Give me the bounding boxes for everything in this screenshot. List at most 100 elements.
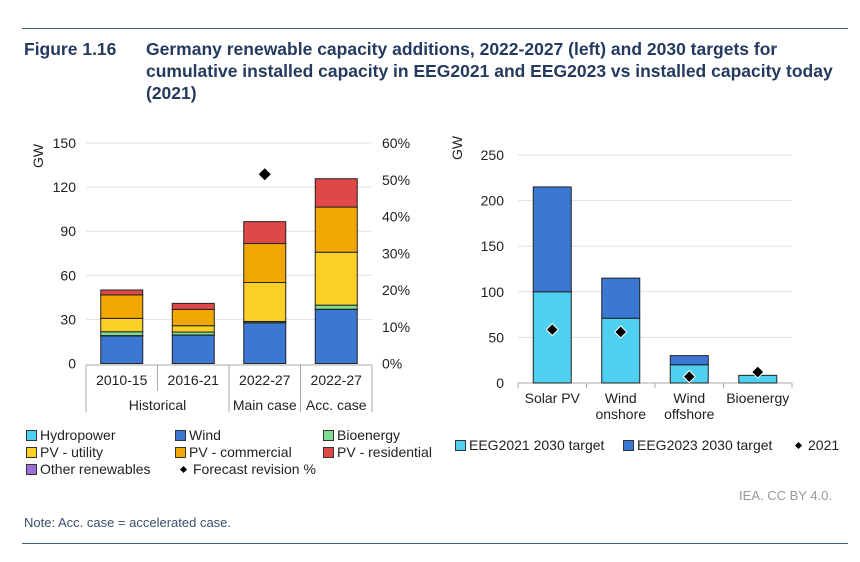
legend-item: EEG2021 2030 target <box>455 437 604 453</box>
legend-label: EEG2021 2030 target <box>469 437 605 453</box>
legend-swatch-icon <box>175 429 186 441</box>
x-tick-label: 2022-27 <box>239 372 291 388</box>
bottom-rule <box>22 543 848 544</box>
y-tick-label: 250 <box>481 147 505 163</box>
x-tick-label: 2010-15 <box>96 372 148 388</box>
figure-title-text: Germany renewable capacity additions, 20… <box>146 39 833 103</box>
legend-label: Forecast revision % <box>193 461 316 477</box>
marker-2021 <box>682 369 696 384</box>
legend-swatch-icon <box>175 446 186 458</box>
legend-item: Forecast revision % <box>175 461 316 477</box>
legend-item: PV - commercial <box>175 444 292 460</box>
bar-segment <box>314 251 358 306</box>
y-axis-label: GW <box>449 135 465 160</box>
y2-tick-label: 0% <box>382 356 402 372</box>
y2-tick-label: 30% <box>382 245 410 261</box>
x-tick-label: offshore <box>664 406 715 420</box>
bar-segment <box>171 325 215 333</box>
bar-segment <box>100 294 144 319</box>
legend-swatch-icon <box>26 463 37 475</box>
x-tick-label: Wind <box>605 390 637 406</box>
marker-2021 <box>751 365 765 379</box>
left-chart: 0 30 60 90 120 150 0% 10% 20% 30% 40% 50% 60% GW 2010-… <box>30 135 410 413</box>
x-tick-label: Wind <box>673 390 705 406</box>
x-tick-label: 2022-27 <box>311 372 363 388</box>
credit: IEA. CC BY 4.0. <box>739 488 832 503</box>
bar-segment <box>314 304 358 310</box>
legend-label: PV - utility <box>40 444 104 460</box>
y-tick-label: 150 <box>53 135 77 151</box>
figure-number: Figure 1.16 <box>24 39 117 59</box>
legend-item: Hydropower <box>26 427 115 443</box>
y-tick-label: 0 <box>496 375 504 391</box>
legend-label: Other renewables <box>40 461 151 477</box>
legend-swatch-icon <box>26 446 37 458</box>
legend-label: PV - residential <box>337 444 432 460</box>
legend-item: 2021 <box>790 437 839 453</box>
legend-item: Other renewables <box>26 461 151 477</box>
bar-segment <box>100 289 144 296</box>
legend-diamond-icon <box>179 465 188 473</box>
note: Note: Acc. case = accelerated case. <box>24 515 232 530</box>
marker-2021 <box>545 322 559 337</box>
legend-label: Wind <box>189 427 221 443</box>
top-rule <box>22 28 848 29</box>
y-tick-label: 120 <box>53 179 77 195</box>
bar-segment <box>243 322 287 365</box>
x-group-label: Acc. case <box>306 397 367 413</box>
y2-tick-label: 40% <box>382 209 410 225</box>
bar-segment <box>100 335 144 364</box>
y-tick-label: 100 <box>481 284 505 300</box>
legend-item: Wind <box>175 427 221 443</box>
bar-segment <box>100 317 144 333</box>
legend-swatch-icon <box>323 446 334 458</box>
y-tick-label: 30 <box>60 311 76 327</box>
x-tick-label: 2016-21 <box>168 372 220 388</box>
forecast-revision-marker <box>258 168 271 181</box>
bar-segment <box>314 178 358 208</box>
y2-tick-label: 60% <box>382 135 410 151</box>
bar-segment <box>171 334 215 364</box>
y-axis-label: GW <box>30 143 46 168</box>
y-tick-label: 150 <box>481 238 505 254</box>
bar-segment <box>314 206 358 253</box>
y-tick-label: 50 <box>488 329 504 345</box>
y-tick-label: 60 <box>60 267 76 283</box>
y-tick-label: 200 <box>481 193 505 209</box>
legend-swatch-icon <box>26 429 37 441</box>
bar-segment <box>601 277 641 319</box>
bar-segment <box>243 221 287 245</box>
x-tick-label: Solar PV <box>525 390 581 406</box>
x-tick-label: onshore <box>595 406 646 420</box>
marker-2021 <box>614 325 628 339</box>
y2-tick-label: 50% <box>382 172 410 188</box>
y2-tick-label: 10% <box>382 319 410 335</box>
legend-item: PV - utility <box>26 444 103 460</box>
legend-label: EEG2023 2030 target <box>637 437 773 453</box>
legend-swatch-icon <box>623 439 634 451</box>
legend-label: Hydropower <box>40 427 116 443</box>
bar-segment <box>669 355 709 366</box>
bar-segment <box>171 308 215 327</box>
legend-label: Bioenergy <box>337 427 401 443</box>
legend-item: Bioenergy <box>323 427 400 443</box>
bar-segment <box>532 291 572 384</box>
y-tick-label: 90 <box>60 223 76 239</box>
legend-diamond-icon <box>794 441 803 449</box>
bar-segment <box>532 186 572 293</box>
legend-swatch-icon <box>455 439 466 451</box>
legend-swatch-icon <box>323 429 334 441</box>
y-tick-label: 0 <box>68 356 76 372</box>
bar-segment <box>314 308 358 364</box>
bar-segment <box>171 302 215 310</box>
legend-label: 2021 <box>808 437 840 453</box>
legend-item: PV - residential <box>323 444 432 460</box>
x-tick-label: Bioenergy <box>726 390 789 406</box>
bar-segment <box>243 282 287 322</box>
bar-segment <box>100 331 144 337</box>
x-group-label: Historical <box>129 397 187 413</box>
legend-label: PV - commercial <box>189 444 292 460</box>
x-group-label: Main case <box>233 397 297 413</box>
legend-item: EEG2023 2030 target <box>623 437 772 453</box>
